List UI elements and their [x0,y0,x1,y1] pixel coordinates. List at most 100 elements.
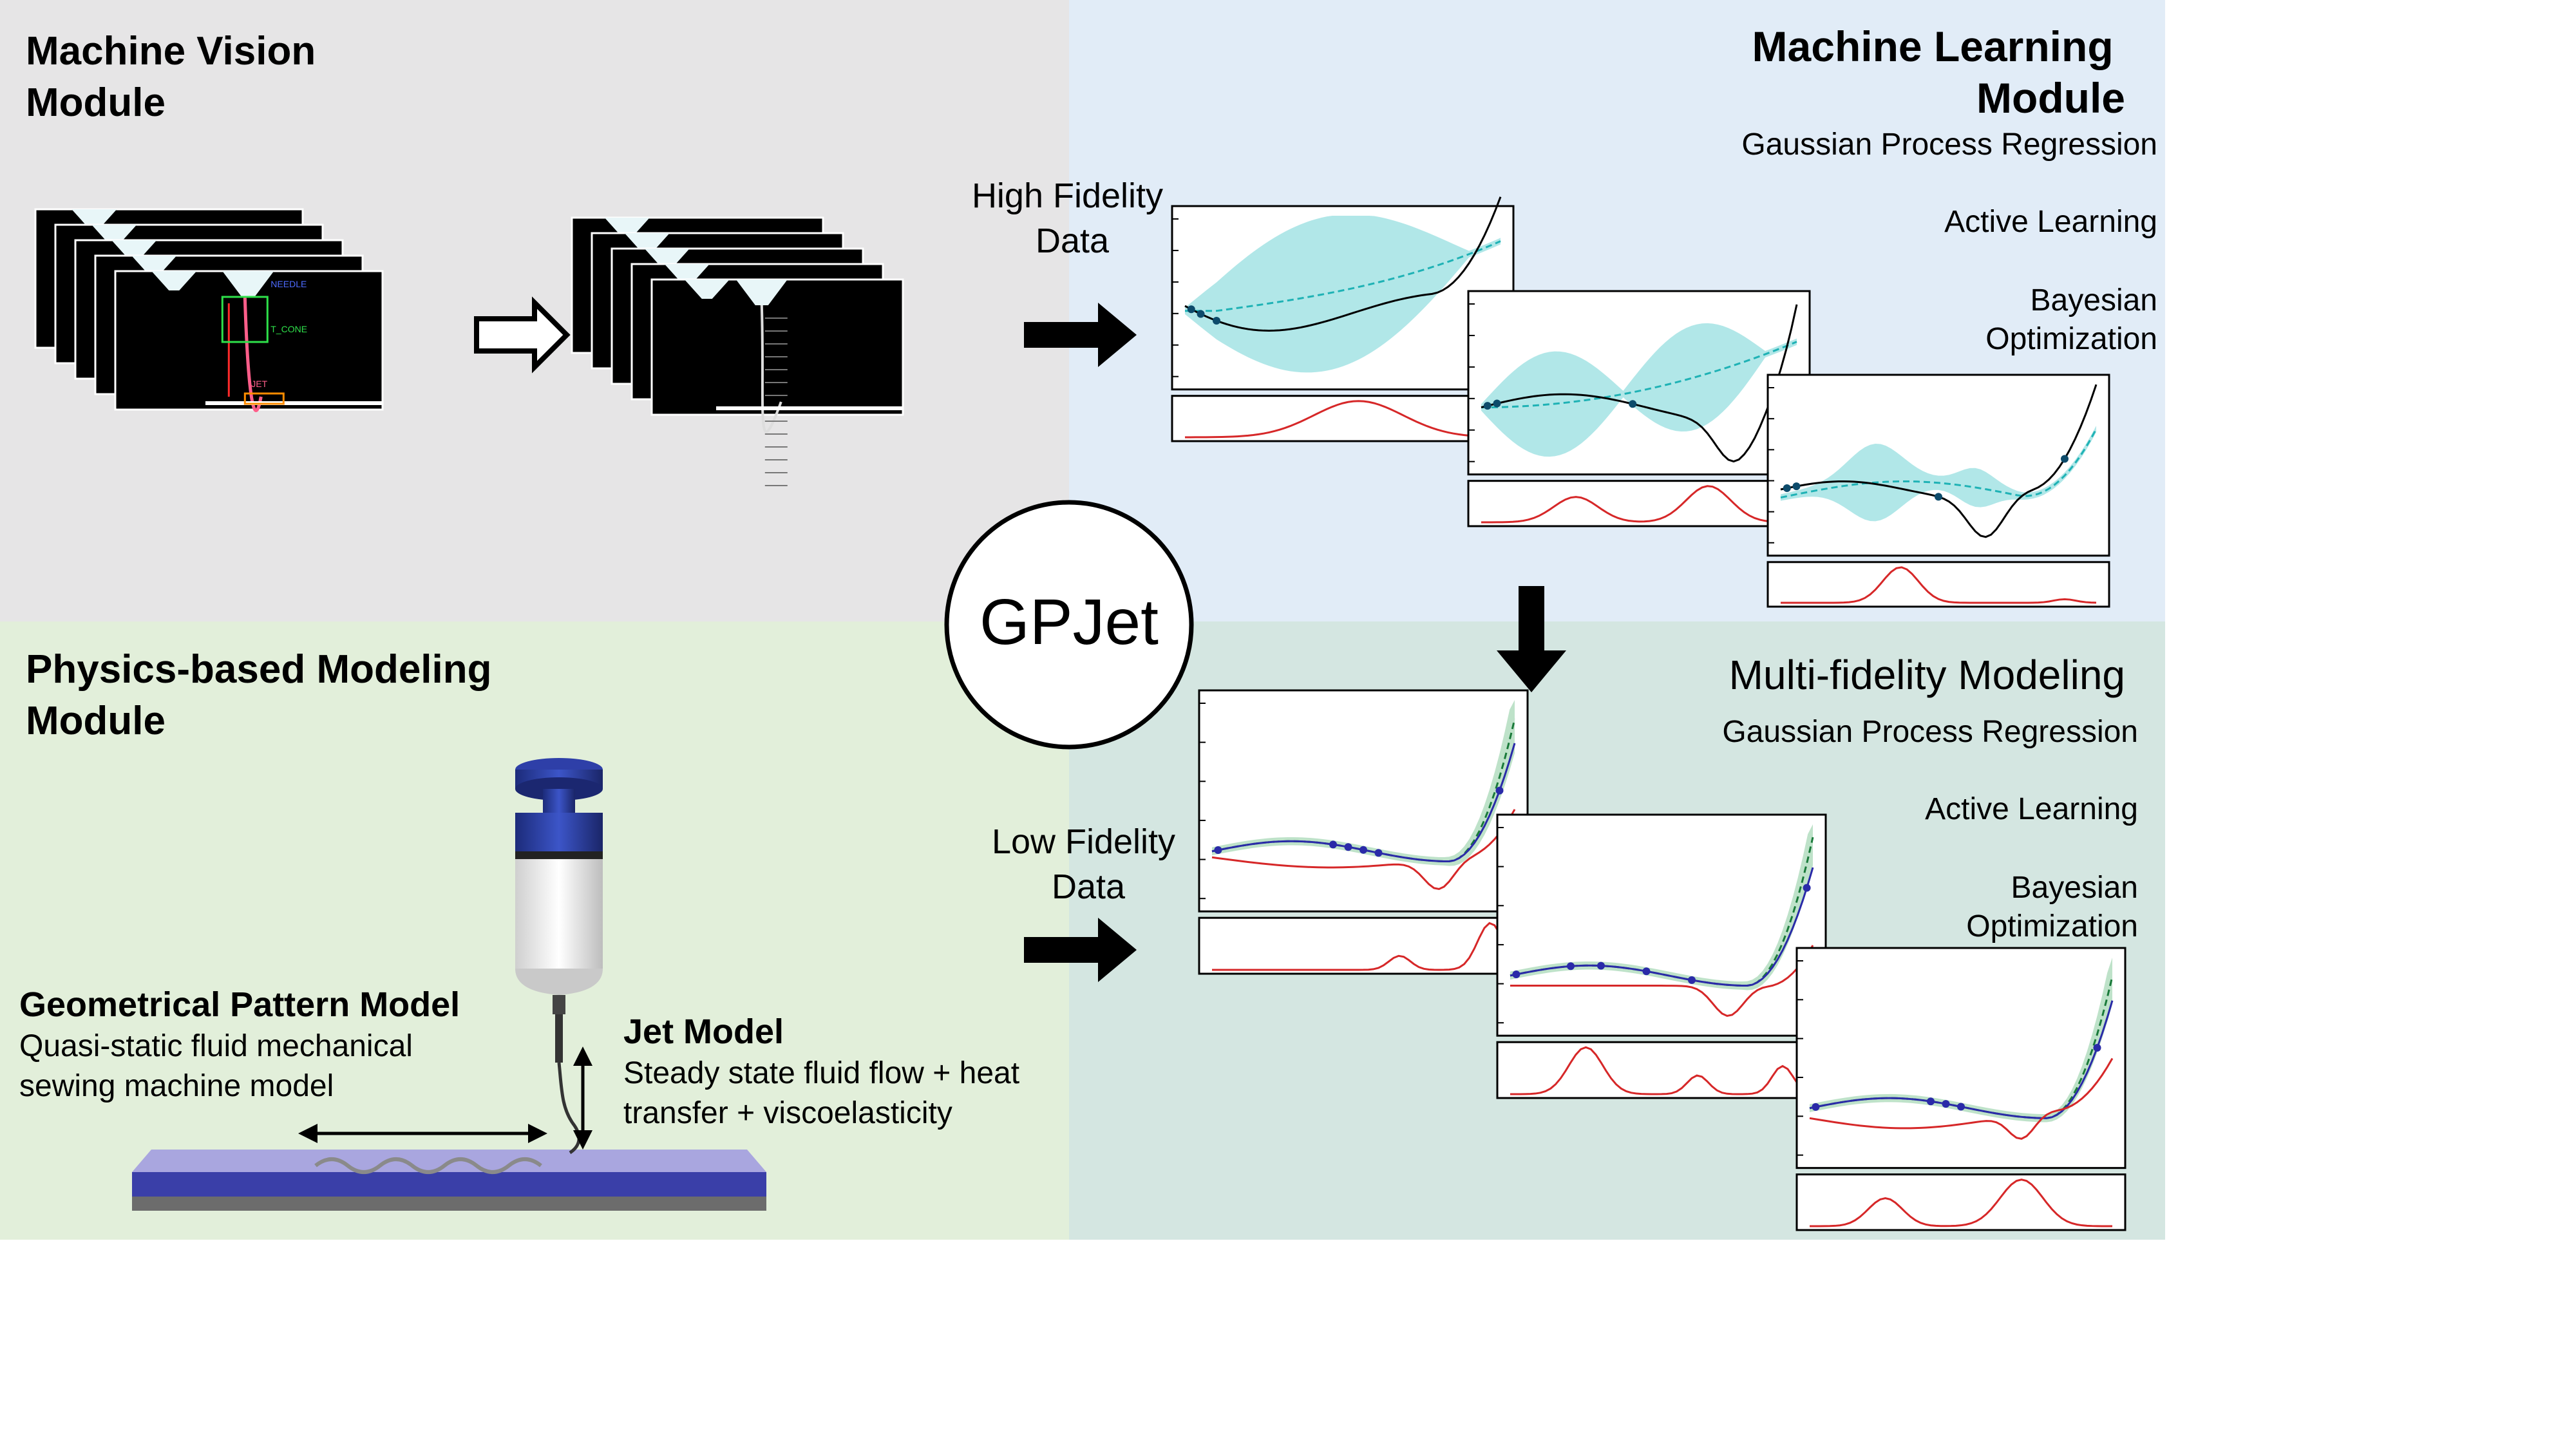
mf-item-gpr: Gaussian Process Regression [1722,715,2138,749]
acquisition-line [1781,566,2097,604]
acquisition-plot-frame [1496,1041,1827,1099]
needle-shape [71,209,117,229]
confidence-band [1510,824,1813,990]
observation-point [1344,843,1352,851]
true-function-line [1184,196,1502,332]
acquisition-plot-frame [1467,480,1811,527]
hollow-arrow-icon [474,296,571,374]
machine-vision-title: Machine Vision Module [26,29,327,125]
observation-point [1803,884,1811,892]
gpjet-circle [944,500,1194,750]
confidence-band [1185,216,1501,373]
gp-plot-frame [1766,374,2110,557]
observation-point [1512,971,1520,979]
needle-shape [91,225,137,244]
observation-point [1927,1097,1935,1106]
gp-plot-stack [1171,196,2110,608]
geometrical-pattern-description: Quasi-static fluid mechanical sewing mac… [19,1029,421,1103]
observation-point [1942,1100,1950,1108]
ml-item-active-learning: Active Learning [1944,205,2157,239]
acquisition-line [1809,1179,2113,1227]
confidence-band [1481,323,1797,457]
observation-point [1329,840,1337,849]
gp-plot-frame [1198,689,1529,913]
needle-overlay-label: NEEDLE [270,279,307,289]
observation-point [1495,786,1504,795]
mf-plot-stack [1198,689,2126,1231]
physics-title: Physics-based Modeling Module [26,647,503,743]
observation-point [1935,493,1942,501]
ml-item-optimization: Optimization [1985,322,2157,356]
observation-point [2061,455,2069,463]
cone-overlay-label: T_CONE [270,324,307,334]
needle-shape [131,256,177,275]
observation-point [1359,846,1367,854]
confidence-band [1212,700,1515,866]
low-fidelity-line [1809,1057,2114,1140]
syringe-illustration [132,758,766,1211]
arrow-to-mf-icon [1024,918,1137,982]
observation-point [1783,484,1791,493]
processed-frame-stack [571,216,904,486]
down-arrow-icon [1497,586,1566,692]
jet-model-description: Steady state fluid flow + heat transfer … [623,1056,1028,1130]
confidence-band [1810,958,2112,1122]
observation-point [1642,967,1651,976]
observation-point [1812,1103,1820,1111]
observation-point [1957,1103,1965,1111]
gpjet-label: GPJet [980,586,1159,658]
observation-point [1688,976,1696,984]
mf-item-active-learning: Active Learning [1925,792,2138,826]
low-fidelity-line [1211,809,1516,891]
video-frame [650,278,904,416]
needle-shape [624,233,670,252]
observation-point [1197,310,1205,318]
observation-point [1567,962,1575,971]
needle-shape [604,218,650,237]
observation-point [1597,961,1605,970]
mf-item-bayesian: Bayesian [2011,871,2138,905]
observation-point [1187,305,1195,314]
true-function-line [1510,867,1814,987]
jet-trace [760,305,782,433]
arrow-to-ml-icon [1024,303,1137,367]
needle-shape [111,240,157,260]
observation-point [1792,482,1801,491]
jet-overlay-label: JET [251,379,267,389]
gp-plot-frame [1795,947,2126,1170]
contact-box [243,392,285,405]
gp-mean-line [1481,341,1797,409]
geometrical-pattern-title: Geometrical Pattern Model [19,985,460,1024]
observation-point [1483,402,1492,410]
acquisition-plot-frame [1795,1173,2126,1231]
needle-shape [151,271,197,290]
observation-point [1629,400,1637,408]
acquisition-plot-frame [1198,916,1529,975]
needle-shape [644,249,690,268]
jet-trace [243,296,263,412]
jet-model-title: Jet Model [623,1012,784,1051]
high-fidelity-label: High Fidelity Data [972,176,1173,260]
observation-point [1493,399,1501,408]
observation-point [1213,316,1220,325]
ml-item-gpr: Gaussian Process Regression [1741,128,2157,162]
observation-point [1374,849,1383,857]
true-function-line [1481,304,1798,463]
observation-point [2093,1043,2101,1052]
acquisition-line [1481,485,1797,524]
low-fidelity-label: Low Fidelity Data [992,822,1185,906]
mf-item-optimization: Optimization [1966,909,2138,943]
multi-fidelity-title: Multi-fidelity Modeling [1729,652,2125,698]
gp-plot-frame [1496,813,1827,1037]
gp-mean-line [1780,428,2098,499]
needle-shape [664,264,710,283]
machine-learning-title: Machine Learning Module [1752,23,2125,122]
gp-mean-line [1184,240,1501,312]
raw-frame-stack: NEEDLE T_CONE JET [34,208,384,412]
cone-box [221,296,269,343]
needle-shape [735,279,788,305]
acquisition-line [1510,1046,1814,1095]
low-fidelity-line [1510,945,1814,1017]
acquisition-line [1212,922,1516,971]
